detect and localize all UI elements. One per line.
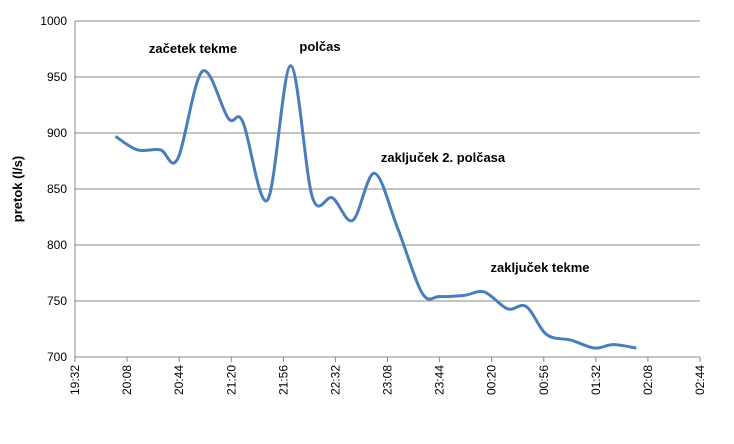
x-tick-label: 23:08 (381, 365, 395, 395)
annotation: zaključek tekme (490, 260, 589, 275)
x-tick-label: 23:44 (433, 365, 447, 395)
y-tick-label: 850 (47, 182, 67, 196)
y-tick-label: 1000 (40, 14, 67, 28)
x-tick-label: 21:56 (276, 365, 290, 395)
y-tick-label: 700 (47, 350, 67, 364)
x-tick-label: 00:20 (485, 365, 499, 395)
y-tick-label: 800 (47, 238, 67, 252)
y-tick-label: 900 (47, 126, 67, 140)
x-tick-label: 20:08 (120, 365, 134, 395)
x-tick-label: 00:56 (537, 365, 551, 395)
y-tick-label: 750 (47, 294, 67, 308)
y-tick-label: 950 (47, 70, 67, 84)
annotation: začetek tekme (149, 41, 237, 56)
x-tick-label: 02:44 (693, 365, 707, 395)
y-axis-label: pretok (l/s) (10, 156, 25, 222)
x-tick-label: 22:32 (328, 365, 342, 395)
x-tick-label: 21:20 (224, 365, 238, 395)
annotation: zaključek 2. polčasa (381, 150, 506, 165)
data-line (114, 64, 637, 350)
x-tick-label: 01:32 (589, 365, 603, 395)
annotation: polčas (299, 39, 340, 54)
x-tick-label: 19:32 (68, 365, 82, 395)
x-tick-label: 20:44 (172, 365, 186, 395)
x-tick-label: 02:08 (641, 365, 655, 395)
